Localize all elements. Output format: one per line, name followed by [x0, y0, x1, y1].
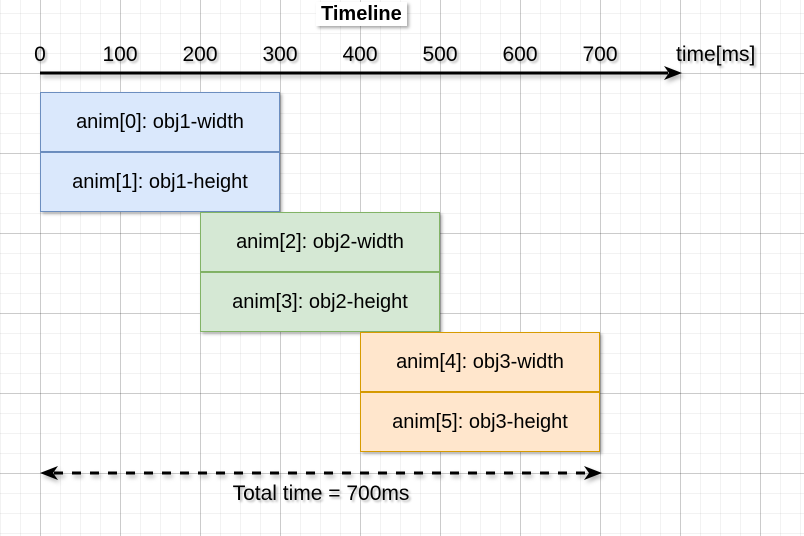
timeline-bar-label: anim[2]: obj2-width [236, 230, 404, 253]
diagram-title: Timeline [316, 2, 407, 26]
timeline-bar-anim4: anim[4]: obj3-width [360, 332, 600, 392]
timeline-bar-label: anim[5]: obj3-height [392, 410, 568, 433]
axis-tick-label-0: 0 [34, 43, 46, 66]
timeline-bar-anim2: anim[2]: obj2-width [200, 212, 440, 272]
timeline-bar-anim0: anim[0]: obj1-width [40, 92, 280, 152]
timeline-bar-label: anim[0]: obj1-width [76, 110, 244, 133]
timeline-bar-label: anim[3]: obj2-height [232, 290, 408, 313]
axis-unit-label: time[ms] [676, 43, 756, 66]
axis-tick-label-600: 600 [502, 43, 538, 66]
axis-tick-label-300: 300 [262, 43, 298, 66]
timeline-bar-label: anim[4]: obj3-width [396, 350, 564, 373]
timeline-bar-anim5: anim[5]: obj3-height [360, 392, 600, 452]
axis-tick-label-700: 700 [582, 43, 618, 66]
axis-tick-label-500: 500 [422, 43, 458, 66]
timeline-bar-anim3: anim[3]: obj2-height [200, 272, 440, 332]
axis-tick-label-100: 100 [102, 43, 138, 66]
total-time-label: Total time = 700ms [232, 482, 410, 505]
timeline-bar-anim1: anim[1]: obj1-height [40, 152, 280, 212]
total-duration-arrow-icon [40, 466, 602, 480]
axis-tick-label-400: 400 [342, 43, 378, 66]
axis-tick-label-200: 200 [182, 43, 218, 66]
timeline-bar-label: anim[1]: obj1-height [72, 170, 248, 193]
time-axis-arrow-icon [40, 66, 682, 80]
